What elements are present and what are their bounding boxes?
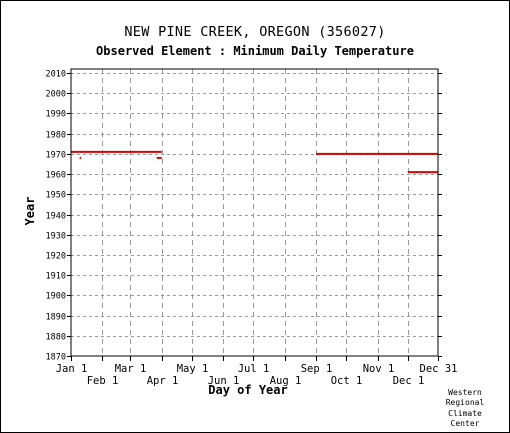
y-tick-label: 1900 — [46, 292, 66, 302]
plot-area-border — [70, 68, 439, 357]
x-tick-label: Aug 1 — [270, 375, 302, 387]
x-tick-label: Mar 1 — [115, 363, 147, 375]
data-marks — [71, 150, 438, 174]
chart-subtitle: Observed Element : Minimum Daily Tempera… — [96, 44, 414, 58]
y-tick-label: 1870 — [46, 353, 66, 363]
y-tick-label: 1890 — [46, 313, 66, 323]
y-tick-label: 1940 — [46, 212, 66, 222]
x-tick-label: Jul 1 — [238, 363, 270, 375]
x-tick-label: Sep 1 — [301, 363, 333, 375]
y-tick-label: 1930 — [46, 232, 66, 242]
x-tick-label: Dec 1 — [393, 375, 425, 387]
y-tick-label: 1950 — [46, 191, 66, 201]
y-tick-label: 1920 — [46, 252, 66, 262]
x-tick-label: Jun 1 — [208, 375, 240, 387]
wrcc-credit: Western Regional Climate Center — [435, 388, 495, 430]
y-tick-label: 2010 — [46, 70, 66, 80]
y-tick-label: 1960 — [46, 171, 66, 181]
y-tick-label: 2000 — [46, 90, 66, 100]
y-axis-label: Year — [23, 197, 37, 226]
x-tick-label: Feb 1 — [87, 375, 119, 387]
x-tick-label: Dec 31 — [420, 363, 458, 375]
x-tick-label: Apr 1 — [147, 375, 179, 387]
grid-lines — [71, 69, 438, 356]
x-tick-label: May 1 — [177, 363, 209, 375]
x-tick-label: Jan 1 — [56, 363, 88, 375]
credit-line: Western — [448, 387, 482, 397]
y-tick-label: 1970 — [46, 151, 66, 161]
credit-line: Climate — [448, 408, 482, 418]
credit-line: Regional — [445, 398, 485, 408]
data-point — [79, 156, 82, 159]
x-axis-label: Day of Year — [208, 383, 287, 397]
y-axis: 1870 1880 1890 1900 1910 1920 1930 1940 1950 1960… — [46, 70, 442, 363]
credit-line: Center — [450, 419, 480, 429]
y-tick-label: 1980 — [46, 131, 66, 141]
y-tick-label: 1910 — [46, 272, 66, 282]
y-tick-label: 1880 — [46, 333, 66, 343]
chart-title: NEW PINE CREEK, OREGON (356027) — [124, 24, 386, 40]
x-tick-label: Oct 1 — [331, 375, 363, 387]
x-tick-label: Nov 1 — [363, 363, 395, 375]
y-tick-label: 1990 — [46, 110, 66, 120]
